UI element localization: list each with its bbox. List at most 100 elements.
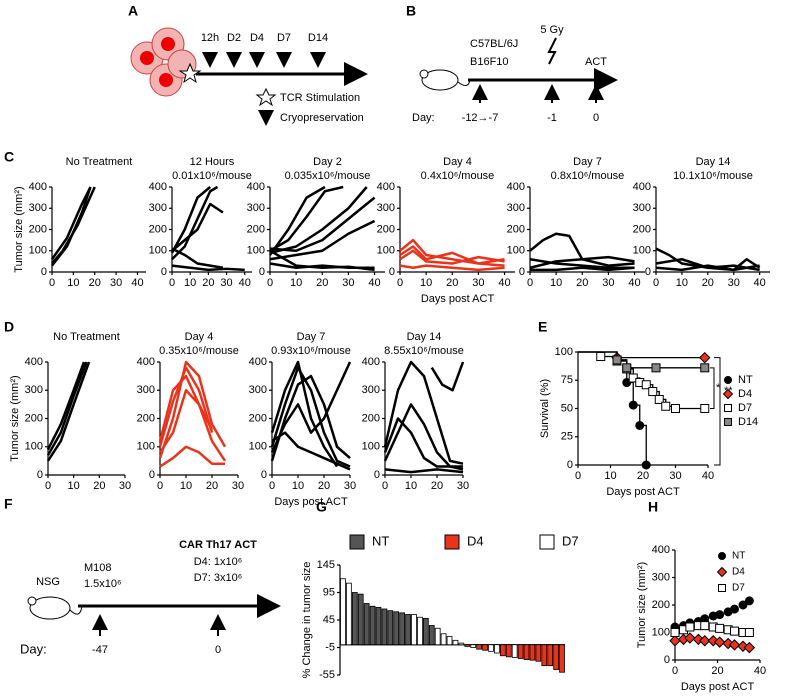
y-tick-label: 400 <box>25 356 43 368</box>
point <box>713 636 726 648</box>
bar <box>452 639 459 646</box>
tumor-curve <box>50 186 92 260</box>
day-label: Day: <box>20 641 47 656</box>
chart-subtitle: 0.035x10⁶/mouse <box>285 170 371 182</box>
y-tick-label: 200 <box>633 223 651 235</box>
bar <box>476 644 483 650</box>
tumor-curve <box>529 232 635 263</box>
y-axis-label: Tumor size (mm²) <box>9 375 21 461</box>
x-tick-label: 0 <box>269 480 275 492</box>
x-tick-label: 30 <box>457 480 469 492</box>
irradiation: 5 Gy <box>540 24 564 36</box>
tumor-curve <box>46 361 88 456</box>
tumor-curve <box>529 258 635 269</box>
x-tick-label: 0 <box>49 277 55 289</box>
tumor-curve <box>399 249 505 265</box>
bar <box>340 578 346 646</box>
y-tick-label: 95 <box>323 586 335 598</box>
tumor-curve <box>530 266 635 272</box>
tumor-curve <box>171 185 219 261</box>
chart-subtitle: 0.4x10⁶/mouse <box>421 170 495 182</box>
y-tick-label: 400 <box>652 544 670 556</box>
y-tick-label: 0 <box>259 266 265 278</box>
chart-subtitle: 10.1x10⁶/mouse <box>673 170 753 182</box>
tumor-curve <box>171 202 224 252</box>
x-tick-label: 30 <box>728 277 740 289</box>
bar <box>357 593 364 646</box>
panel-label: F <box>4 496 13 512</box>
y-tick-label: 100 <box>555 346 573 358</box>
y-tick-label: 0 <box>389 266 395 278</box>
x-tick-label: 20 <box>89 277 101 289</box>
point <box>744 596 754 606</box>
tumor-curve <box>399 264 505 272</box>
x-tick-label: 0 <box>267 277 273 289</box>
chart-title: 12 Hours <box>190 156 235 168</box>
y-tick-label: 200 <box>249 412 267 424</box>
legend-text: D4 <box>732 567 745 578</box>
timepoint: D2 <box>227 32 241 44</box>
x-axis-label: Days post ACT <box>274 496 348 508</box>
bar <box>393 611 400 646</box>
x-tick-label: 0 <box>672 665 678 677</box>
timepoint: 12h <box>201 32 219 44</box>
timepoint: D14 <box>308 32 328 44</box>
point <box>699 635 711 647</box>
x-tick-label: 30 <box>232 480 244 492</box>
transfer: ACT <box>585 56 607 68</box>
y-tick-label: 0 <box>374 469 380 481</box>
x-tick-label: 40 <box>368 277 380 289</box>
bar <box>411 614 417 646</box>
tumor: M108 <box>84 562 112 574</box>
y-tick-label: 300 <box>249 384 267 396</box>
y-tick-label: 400 <box>137 356 155 368</box>
tumor-curve <box>158 374 214 442</box>
bar <box>559 644 565 673</box>
bar <box>488 644 494 652</box>
x-tick-label: 20 <box>206 480 218 492</box>
legend-swatch <box>539 534 555 550</box>
tumor-curve <box>170 186 211 254</box>
bar <box>505 644 512 658</box>
chart-subtitle: 0.8x10⁶/mouse <box>551 170 625 182</box>
x-tick-label: 20 <box>202 277 214 289</box>
x-tick-label: 10 <box>184 277 196 289</box>
x-tick-label: 10 <box>290 277 302 289</box>
transfer: CAR Th17 ACT <box>179 539 257 551</box>
y-tick-label: 300 <box>507 202 525 214</box>
panel-label: H <box>648 499 658 515</box>
y-tick-label: 200 <box>149 223 167 235</box>
tumor-curve <box>383 403 464 471</box>
point <box>670 628 680 637</box>
chart-title: No Treatment <box>66 156 133 168</box>
panel-label: C <box>4 149 14 165</box>
chart-title: Day 7 <box>573 156 602 168</box>
schematic-f <box>27 594 281 636</box>
schematic-b <box>419 37 618 103</box>
bar <box>417 616 423 646</box>
y-tick-label: 0 <box>161 266 167 278</box>
x-tick-label: 30 <box>669 470 681 482</box>
significance: ** <box>724 385 733 397</box>
legend-marker <box>724 404 732 412</box>
day-label: Day: <box>412 112 435 124</box>
significance: * <box>716 382 721 394</box>
tumor-curve <box>270 374 351 462</box>
chart-title: Day 2 <box>313 156 342 168</box>
bar <box>346 582 352 646</box>
point <box>661 401 671 411</box>
panel-label: E <box>538 319 547 335</box>
tumor: B16F10 <box>470 56 509 68</box>
y-tick-label: 100 <box>149 245 167 257</box>
x-tick-label: 10 <box>405 480 417 492</box>
y-tick-label: 400 <box>149 181 167 193</box>
strain: C57BL/6J <box>470 38 518 50</box>
chart-subtitle: 0.35x10⁶/mouse <box>159 345 239 357</box>
legend-swatch <box>444 534 460 550</box>
tumor-curve <box>399 245 505 267</box>
y-tick-label: 50 <box>561 402 573 414</box>
tumor-curve <box>269 249 375 272</box>
y-tick-label: 300 <box>149 202 167 214</box>
tumor-curve <box>46 361 91 462</box>
x-tick-label: 10 <box>68 480 80 492</box>
